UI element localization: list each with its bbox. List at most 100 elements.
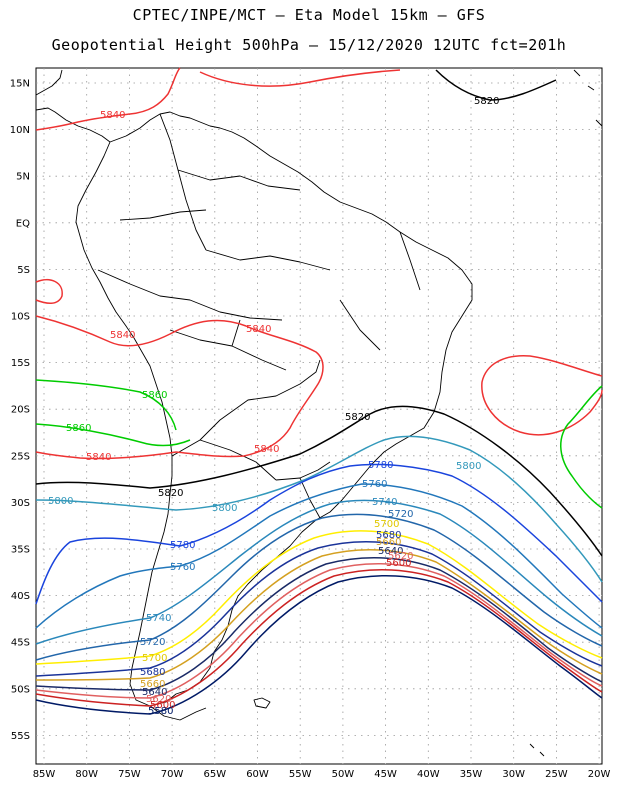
lat-tick-label: 10S [11,312,30,323]
lat-tick-label: 25S [11,451,30,462]
lon-tick-label: 40W [417,769,440,780]
label-5840-a: 5840 [100,110,125,121]
coastline-and-borders [35,69,603,757]
lon-tick-label: 25W [545,769,568,780]
lon-tick-label: 65W [203,769,226,780]
label-5840-e: 5840 [86,452,111,463]
contour-5840-north [35,67,401,131]
lat-tick-label: 45S [11,638,30,649]
contour-5860-a [35,379,177,431]
map-title-line2: Geopotential Height 500hPa – 15/12/2020 … [51,36,567,54]
lat-tick-label: 55S [11,731,30,742]
label-5720-b: 5720 [140,637,165,648]
lat-tick-label: 30S [11,498,30,509]
lon-tick-label: 45W [374,769,397,780]
label-5640-a: 5640 [378,546,403,557]
contour-5640 [35,557,603,691]
label-5720-a: 5720 [388,509,413,520]
lon-tick-label: 55W [289,769,312,780]
lon-tick-label: 80W [75,769,98,780]
lon-tick-label: 35W [460,769,483,780]
contour-5740 [35,499,603,645]
lon-tick-labels: 85W 80W 75W 70W 65W 60W 55W 50W 45W 40W 35W 30W 25W 2… [33,769,611,780]
contour-5780 [35,463,603,605]
lat-tick-label: 20S [11,405,30,416]
contour-5760 [35,483,603,629]
label-5820-c: 5820 [158,488,183,499]
contour-5840-east [481,355,603,436]
label-5840-d: 5840 [254,444,279,455]
contour-5620 [35,563,603,699]
contour-5800 [35,435,603,583]
lat-tick-label: 35S [11,545,30,556]
lon-tick-label: 60W [246,769,269,780]
plot-frame [35,67,603,765]
label-5700-a: 5700 [374,519,399,530]
label-5660-a: 5660 [376,537,401,548]
country-borders [97,113,421,519]
label-5760-b: 5760 [170,562,195,573]
south-america-coast [75,125,473,707]
lon-tick-label: 30W [502,769,525,780]
gridlines [36,68,602,764]
label-5840-c: 5840 [246,324,271,335]
label-5660-b: 5660 [140,679,165,690]
contour-5700 [35,530,603,665]
label-5820-a: 5820 [474,96,499,107]
lat-tick-labels: 15N 10N 5N EQ 5S 10S 15S 20S 25S 30S 35S 40S 45S 50S 5… [10,79,30,742]
lat-tick-label: EQ [16,218,30,229]
label-5860-b: 5860 [66,423,91,434]
contour-5660 [35,549,603,681]
lat-tick-label: 5S [17,265,30,276]
lat-tick-label: 15S [11,358,30,369]
label-5860-a: 5860 [142,390,167,401]
lon-tick-label: 70W [161,769,184,780]
lon-tick-label: 85W [33,769,56,780]
label-5760-a: 5760 [362,479,387,490]
lon-tick-label: 20W [588,769,611,780]
contour-5680 [35,541,603,677]
contour-5720 [35,513,603,661]
contour-5580 [35,575,603,715]
label-5600-b: 5600 [150,700,175,711]
contour-5860-east [560,385,603,509]
caribbean-coast [109,111,211,143]
label-5620-a: 5620 [388,551,413,562]
contour-5600 [35,569,603,707]
lon-tick-label: 75W [118,769,141,780]
label-5580-a: 5580 [148,706,173,717]
height-contours [35,67,603,715]
lat-tick-label: 10N [10,125,30,136]
lon-tick-label: 50W [332,769,355,780]
contour-5840-loop [35,278,63,304]
label-5680-b: 5680 [140,667,165,678]
contour-5840-mid [35,315,324,460]
lat-tick-label: 15N [10,79,30,90]
lat-tick-label: 40S [11,591,30,602]
contour-5820 [35,405,603,557]
tierra-del-fuego [149,705,207,721]
label-5600-a: 5600 [386,558,411,569]
label-5800-c: 5800 [212,503,237,514]
label-5800-a: 5800 [456,461,481,472]
label-5820-b: 5820 [345,412,370,423]
label-5740-b: 5740 [146,613,171,624]
contour-5860-b [35,423,191,447]
label-5780-a: 5780 [368,460,393,471]
lat-tick-label: 50S [11,684,30,695]
falklands [253,697,271,709]
label-5780-b: 5780 [170,540,195,551]
label-5700-b: 5700 [142,653,167,664]
label-5680-a: 5680 [376,530,401,541]
label-5640-b: 5640 [142,687,167,698]
small-islands [529,69,603,757]
central-america-coast [35,69,111,143]
map-title-line1: CPTEC/INPE/MCT – Eta Model 15km – GFS [132,6,486,24]
label-5620-b: 5620 [146,694,171,705]
label-5800-b: 5800 [48,496,73,507]
lat-tick-label: 5N [16,172,30,183]
contour-labels: 5820 5820 5820 5840 5840 5840 5840 5840 … [48,96,499,717]
label-5840-b: 5840 [110,330,135,341]
label-5740-a: 5740 [372,497,397,508]
